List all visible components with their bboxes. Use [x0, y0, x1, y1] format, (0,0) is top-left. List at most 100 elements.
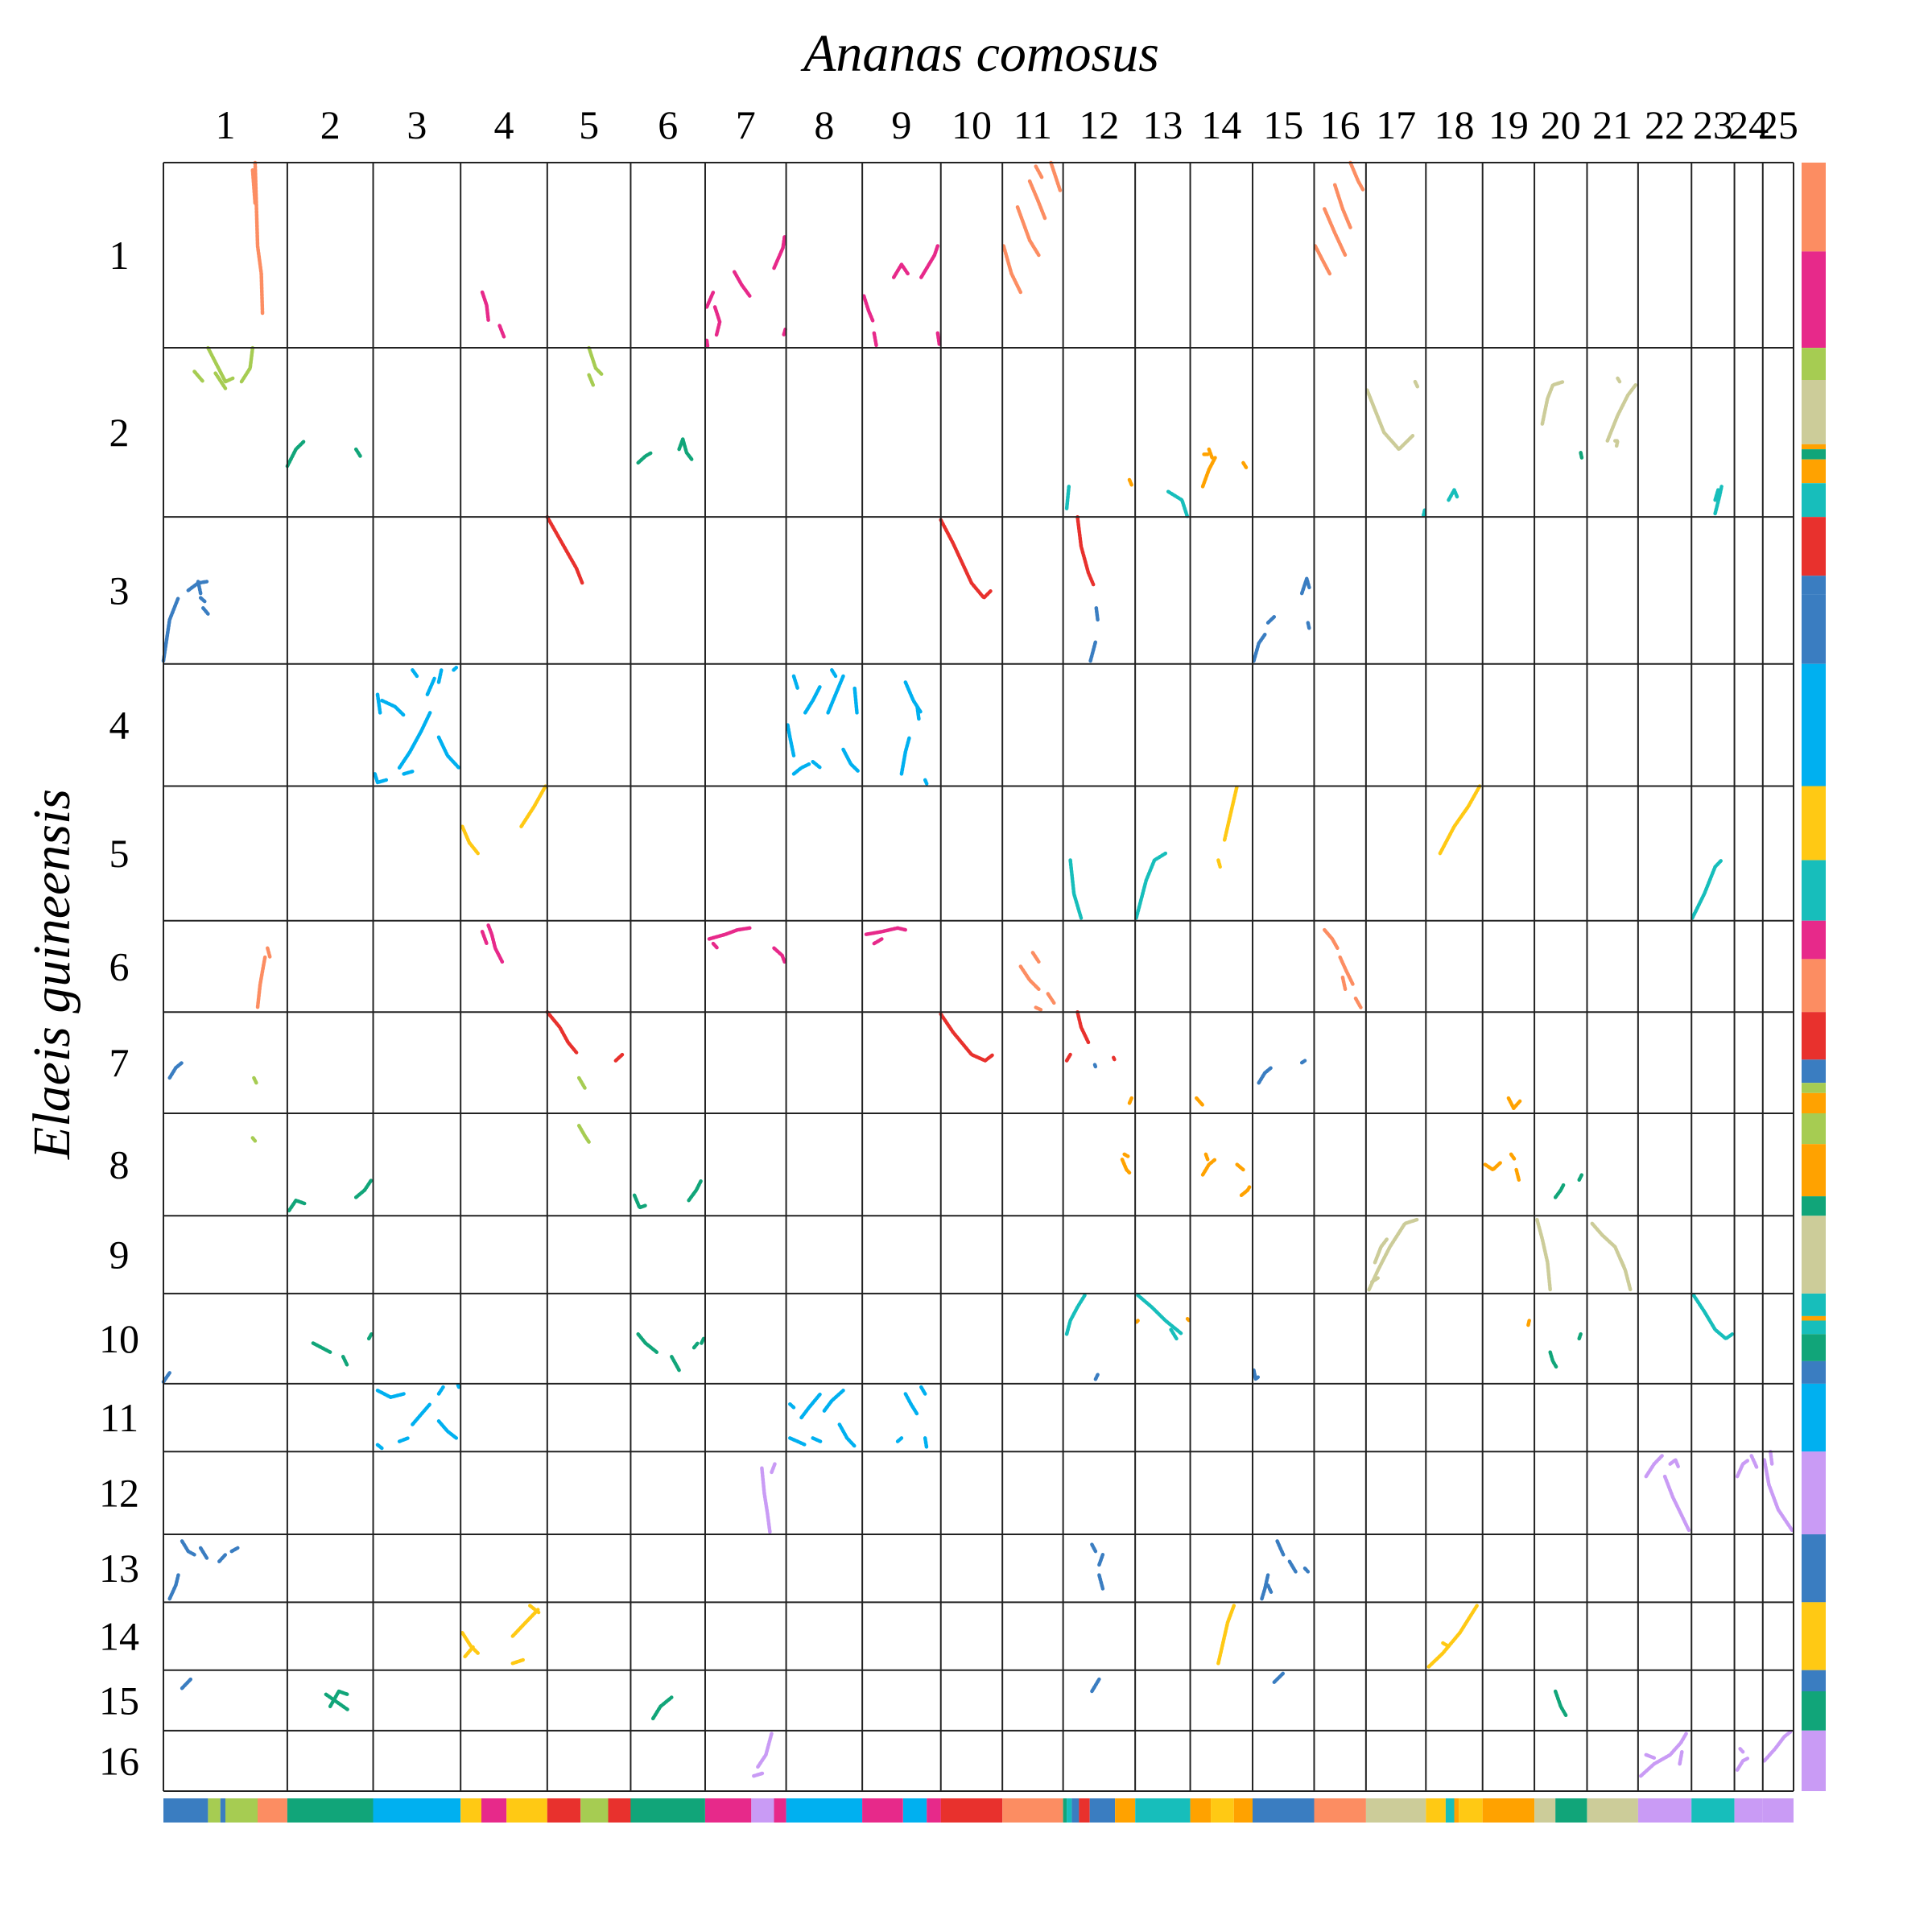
synteny-segment [1553, 1183, 1566, 1199]
synteny-segment [480, 930, 489, 946]
synteny-segment [1668, 1458, 1680, 1468]
synteny-segment [1120, 1158, 1132, 1175]
synteny-segment [1638, 1732, 1688, 1778]
synteny-segment [250, 167, 258, 205]
y-karyotype-block [1802, 1144, 1826, 1197]
synteny-segment [402, 770, 415, 776]
synteny-segment [1169, 1327, 1179, 1341]
y-karyotype-block [1802, 1012, 1826, 1060]
y-karyotype-block [1802, 1360, 1826, 1384]
synteny-segment [772, 234, 786, 270]
synteny-segment [1299, 576, 1311, 596]
x-tick-label: 1 [215, 102, 235, 147]
synteny-segment [811, 759, 823, 770]
x-karyotype-block [1637, 1798, 1692, 1823]
x-karyotype-block [1482, 1798, 1535, 1823]
x-tick-label: 5 [579, 102, 599, 147]
synteny-segment [1239, 1185, 1252, 1198]
synteny-segment [1200, 456, 1217, 489]
synteny-segment [436, 1419, 459, 1440]
synteny-segment [760, 1466, 772, 1535]
synteny-segment [1749, 1454, 1759, 1471]
synteny-segment [519, 784, 547, 828]
synteny-segment [1207, 447, 1214, 460]
synteny-segment [161, 1371, 171, 1384]
synteny-segment [1553, 1689, 1568, 1718]
x-tick-label: 7 [736, 102, 756, 147]
synteny-segment [353, 447, 362, 458]
synteny-segment [1200, 1158, 1217, 1177]
synteny-segment [1092, 1063, 1098, 1069]
synteny-segment [1313, 244, 1332, 276]
synteny-segment [811, 1436, 823, 1443]
synteny-segment [861, 294, 876, 324]
synteny-segment [375, 692, 382, 715]
synteny-segment [1235, 1162, 1245, 1172]
synteny-segment [704, 290, 716, 309]
synteny-segment [636, 451, 654, 465]
synteny-segment [650, 1695, 674, 1721]
x-tick-label: 25 [1758, 102, 1798, 147]
synteny-segment [255, 955, 267, 1009]
synteny-segment [1306, 621, 1311, 631]
x-karyotype-block [1426, 1798, 1446, 1823]
x-karyotype-block [1454, 1798, 1459, 1823]
x-tick-label: 24 [1728, 102, 1769, 147]
y-tick-label: 16 [99, 1738, 139, 1783]
synteny-segment [1690, 858, 1724, 920]
synteny-segment [1088, 640, 1098, 663]
synteny-segment [707, 926, 752, 941]
x-karyotype-block [580, 1798, 609, 1823]
synteny-segment [1691, 1293, 1735, 1341]
synteny-segment [1090, 1542, 1098, 1554]
x-tick-label: 10 [952, 102, 992, 147]
synteny-segment [266, 946, 272, 960]
synteny-segment [167, 1573, 180, 1601]
x-karyotype-block [630, 1798, 705, 1823]
synteny-segment [1075, 514, 1096, 587]
x-karyotype-block [862, 1798, 903, 1823]
synteny-segment [375, 1389, 406, 1399]
synteny-segment [206, 345, 235, 384]
x-karyotype-block [163, 1798, 208, 1823]
x-karyotype-block [1445, 1798, 1455, 1823]
y-karyotype-block [1802, 920, 1826, 960]
y-karyotype-block [1802, 380, 1826, 444]
synteny-segment [1590, 1221, 1633, 1292]
synteny-segment [1166, 489, 1190, 519]
synteny-segment [939, 518, 993, 600]
y-karyotype-block [1802, 444, 1826, 450]
synteny-segment [1338, 955, 1356, 987]
y-karyotype-block [1802, 1293, 1826, 1316]
synteny-segment [460, 824, 480, 856]
x-karyotype-block [1534, 1798, 1556, 1823]
x-karyotype-block [225, 1798, 258, 1823]
synteny-segment [425, 676, 436, 696]
synteny-segment [632, 1193, 648, 1210]
synteny-segment [1713, 485, 1724, 516]
synteny-segment [1644, 1752, 1657, 1760]
synteny-segment [891, 262, 910, 279]
synteny-segment [791, 762, 811, 776]
x-karyotype-block [1762, 1798, 1794, 1823]
synteny-segment [1097, 1573, 1105, 1591]
y-tick-label: 3 [109, 568, 130, 613]
synteny-segment [528, 1604, 541, 1615]
synteny-segment [285, 439, 307, 469]
synteny-segment [253, 160, 265, 316]
y-karyotype-block [1802, 1334, 1826, 1361]
synteny-segment [1299, 1059, 1307, 1065]
synteny-segment [341, 1355, 349, 1368]
synteny-segment [923, 778, 929, 786]
y-karyotype-block [1802, 449, 1826, 460]
y-tick-label: 5 [109, 831, 130, 876]
x-karyotype-block [608, 1798, 631, 1823]
synteny-segment [1540, 379, 1566, 426]
synteny-segment [545, 514, 584, 585]
synteny-segment [480, 290, 490, 322]
synteny-segment [1348, 160, 1365, 192]
synteny-segment [1713, 488, 1720, 502]
synteny-segment [452, 666, 459, 672]
synteny-segment [217, 1553, 228, 1563]
synteny-segment [1275, 1539, 1286, 1557]
